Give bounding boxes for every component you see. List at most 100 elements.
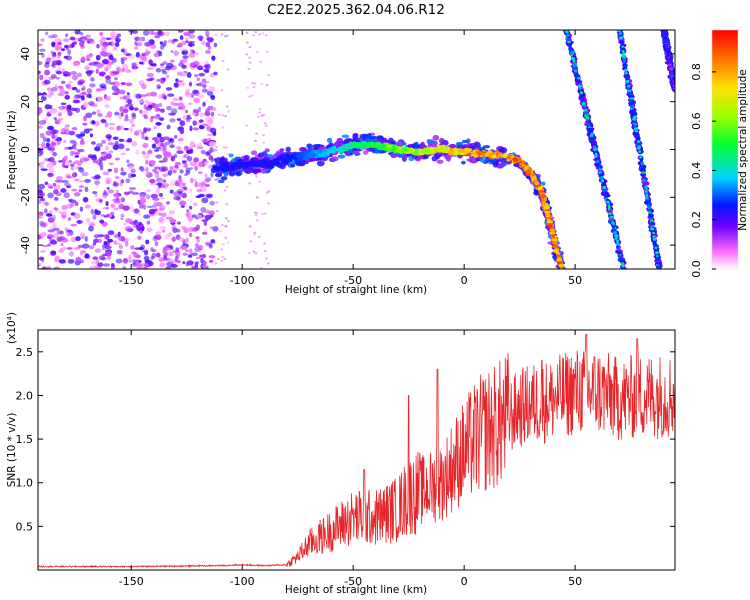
alias-core-blob	[666, 51, 670, 56]
noise-blob	[130, 245, 135, 250]
noise-blob	[224, 217, 228, 220]
noise-blob	[162, 146, 167, 152]
noise-blob	[47, 147, 52, 151]
noise-blob	[39, 161, 45, 165]
noise-blob	[115, 189, 120, 194]
noise-blob	[54, 38, 63, 43]
noise-blob	[102, 206, 107, 210]
noise-blob	[186, 114, 191, 118]
noise-blob	[51, 214, 57, 221]
noise-blob	[181, 41, 186, 46]
noise-blob	[115, 176, 120, 179]
noise-blob	[215, 201, 219, 204]
alias-core-blob	[636, 140, 641, 144]
noise-blob	[54, 84, 59, 89]
noise-blob	[38, 162, 41, 166]
noise-blob	[112, 136, 119, 140]
alias-core-blob	[625, 79, 630, 83]
noise-blob	[123, 118, 130, 122]
noise-blob	[57, 179, 65, 183]
noise-blob	[93, 238, 100, 243]
noise-blob	[197, 35, 204, 40]
noise-blob	[205, 30, 210, 37]
noise-blob	[50, 91, 55, 96]
noise-blob	[40, 192, 45, 197]
noise-blob	[144, 41, 152, 47]
noise-blob	[156, 132, 162, 138]
alias-core-blob	[622, 56, 626, 59]
noise-blob	[47, 111, 51, 116]
alias-core-blob	[581, 101, 586, 105]
noise-blob	[169, 144, 175, 148]
y-tick-label: -20	[19, 188, 32, 206]
noise-blob	[161, 42, 167, 47]
noise-blob	[200, 149, 206, 155]
noise-blob	[188, 205, 193, 210]
track-core-blob	[540, 201, 547, 206]
noise-blob	[115, 37, 121, 43]
noise-blob	[120, 58, 125, 65]
noise-blob	[118, 138, 125, 142]
noise-blob	[177, 107, 183, 110]
noise-blob	[51, 53, 57, 58]
noise-blob	[45, 142, 50, 147]
noise-blob	[197, 106, 201, 113]
track-halo-blob	[331, 156, 339, 162]
alias-core-blob	[627, 84, 631, 88]
noise-blob	[195, 224, 201, 231]
track-halo-blob	[541, 181, 546, 186]
noise-blob	[85, 34, 92, 38]
alias-core-blob	[620, 262, 625, 265]
track-halo-blob	[558, 269, 563, 273]
noise-blob	[264, 122, 267, 125]
noise-blob	[162, 179, 167, 183]
noise-blob	[162, 70, 168, 75]
track-core-blob	[506, 158, 511, 162]
noise-blob	[122, 108, 129, 114]
noise-blob	[248, 61, 252, 64]
noise-blob	[159, 225, 167, 230]
noise-blob	[96, 143, 103, 148]
noise-blob	[225, 185, 229, 189]
track-core-blob	[468, 148, 472, 152]
noise-blob	[135, 149, 140, 156]
alias-core-blob	[584, 111, 589, 115]
noise-blob	[156, 83, 161, 90]
noise-blob	[99, 31, 104, 37]
noise-blob	[77, 39, 82, 42]
noise-blob	[143, 255, 150, 261]
noise-blob	[129, 126, 134, 133]
noise-blob	[48, 156, 55, 163]
noise-blob	[185, 37, 189, 42]
noise-blob	[144, 259, 151, 263]
noise-blob	[59, 105, 63, 109]
track-halo-blob	[217, 179, 225, 184]
noise-blob	[94, 61, 100, 65]
noise-blob	[47, 93, 52, 99]
noise-blob	[98, 255, 105, 261]
noise-blob	[174, 135, 178, 139]
alias-core-blob	[642, 178, 647, 181]
noise-blob	[142, 109, 149, 116]
noise-blob	[253, 231, 257, 234]
track-core-blob	[277, 156, 283, 160]
y-tick-label: -40	[19, 236, 32, 254]
noise-blob	[176, 260, 181, 264]
noise-blob	[60, 80, 66, 85]
noise-blob	[75, 89, 81, 93]
track-core-blob	[326, 150, 331, 154]
noise-blob	[132, 259, 137, 265]
noise-blob	[54, 255, 60, 262]
noise-blob	[214, 34, 218, 37]
noise-blob	[125, 82, 133, 87]
noise-blob	[120, 167, 124, 172]
alias-core-blob	[671, 76, 675, 81]
noise-blob	[203, 220, 208, 226]
noise-blob	[168, 112, 176, 116]
y-tick-label: 2.5	[16, 346, 34, 359]
track-halo-blob	[249, 168, 258, 173]
track-core-blob	[339, 145, 346, 150]
noise-blob	[204, 60, 209, 66]
noise-blob	[38, 234, 42, 240]
noise-blob	[167, 39, 173, 44]
